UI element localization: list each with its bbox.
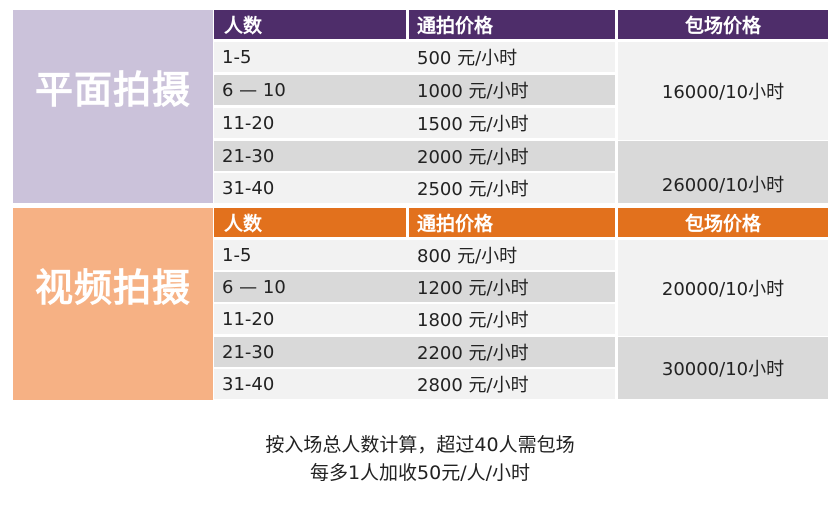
video-pricing-table: 人数 通拍价格 包场价格 1-5 800 元/小时 6 — 10 1200 元/… xyxy=(214,208,828,400)
video-header-people: 人数 xyxy=(214,208,406,237)
price-cell: 500 元/小时 xyxy=(417,48,518,69)
photo-header-per-hour: 通拍价格 xyxy=(409,10,615,39)
table-row: 21-30 2000 元/小时 xyxy=(214,141,615,171)
people-cell: 31-40 xyxy=(222,177,275,199)
price-cell: 2800 元/小时 xyxy=(417,375,529,396)
price-cell: 800 元/小时 xyxy=(417,246,518,267)
video-header-per-hour: 通拍价格 xyxy=(409,208,615,237)
video-package-price-large: 30000/10小时 xyxy=(618,337,828,399)
video-pricing-section: 视频拍摄 人数 通拍价格 包场价格 1-5 800 元/小时 6 — 10 12… xyxy=(13,208,828,400)
video-package-price-small: 20000/10小时 xyxy=(618,240,828,336)
photo-pricing-section: 平面拍摄 人数 通拍价格 包场价格 1-5 500 元/小时 6 — 10 10… xyxy=(13,10,828,203)
photo-section-title: 平面拍摄 xyxy=(34,68,191,112)
price-cell: 1000 元/小时 xyxy=(417,81,529,102)
video-header-package: 包场价格 xyxy=(618,208,828,237)
table-row: 1-5 500 元/小时 xyxy=(214,42,615,72)
table-row: 11-20 1500 元/小时 xyxy=(214,108,615,138)
photo-pricing-table: 人数 通拍价格 包场价格 1-5 500 元/小时 6 — 10 1000 元/… xyxy=(214,10,828,203)
price-cell: 1200 元/小时 xyxy=(417,278,529,299)
people-cell: 21-30 xyxy=(222,341,275,363)
price-cell: 2000 元/小时 xyxy=(417,147,529,168)
people-cell: 6 — 10 xyxy=(222,79,286,101)
price-cell: 2200 元/小时 xyxy=(417,343,529,364)
people-cell: 11-20 xyxy=(222,308,275,330)
people-cell: 6 — 10 xyxy=(222,276,286,298)
table-row: 31-40 2800 元/小时 xyxy=(214,369,615,399)
people-cell: 31-40 xyxy=(222,373,275,395)
table-row: 21-30 2200 元/小时 xyxy=(214,337,615,367)
table-row: 1-5 800 元/小时 xyxy=(214,240,615,270)
price-cell: 1800 元/小时 xyxy=(417,310,529,331)
price-cell: 2500 元/小时 xyxy=(417,179,529,200)
photo-label-panel: 平面拍摄 xyxy=(13,10,213,203)
table-row: 6 — 10 1200 元/小时 xyxy=(214,272,615,302)
table-row: 31-40 2500 元/小时 xyxy=(214,173,615,203)
people-cell: 21-30 xyxy=(222,145,275,167)
pricing-note-line2: 每多1人加收50元/人/小时 xyxy=(309,462,531,484)
photo-header-package: 包场价格 xyxy=(618,10,828,39)
table-row: 11-20 1800 元/小时 xyxy=(214,304,615,334)
people-cell: 1-5 xyxy=(222,46,252,68)
photo-header-people: 人数 xyxy=(214,10,406,39)
people-cell: 11-20 xyxy=(222,112,275,134)
price-cell: 1500 元/小时 xyxy=(417,114,529,135)
photo-package-price-large: 26000/10小时 xyxy=(618,141,828,203)
photo-package-price-small: 16000/10小时 xyxy=(618,42,828,140)
video-label-panel: 视频拍摄 xyxy=(13,208,213,400)
table-row: 6 — 10 1000 元/小时 xyxy=(214,75,615,105)
people-cell: 1-5 xyxy=(222,244,252,266)
pricing-note-line1: 按入场总人数计算，超过40人需包场 xyxy=(265,434,575,456)
video-section-title: 视频拍摄 xyxy=(34,265,191,310)
